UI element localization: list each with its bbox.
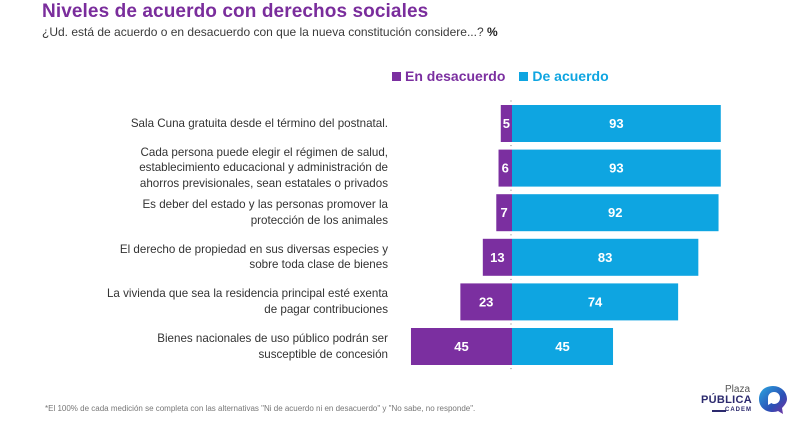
category-label-line: La vivienda que sea la residencia princi… (106, 287, 388, 301)
data-label-agree: 45 (555, 339, 569, 354)
bar-disagree (482, 238, 512, 276)
legend-item-disagree: En desacuerdo (392, 68, 505, 84)
legend-label-agree: De acuerdo (532, 68, 609, 84)
category-label-line: protección de los animales (250, 213, 388, 227)
logo-text-cadem: CADEM (725, 407, 752, 413)
legend-label-disagree: En desacuerdo (405, 68, 506, 84)
category-label-line: susceptible de concesión (258, 347, 388, 361)
category-label: Bienes nacionales de uso público podrán … (28, 331, 388, 362)
logo-underline (712, 410, 726, 412)
logo-bubble-icon (759, 386, 787, 414)
bar-disagree (496, 194, 512, 232)
legend-item-agree: De acuerdo (519, 68, 609, 84)
bar-agree (512, 105, 721, 142)
bar-agree (512, 328, 614, 365)
category-label-line: establecimiento educacional y administra… (139, 161, 388, 175)
data-label-agree: 83 (598, 250, 612, 265)
data-label-agree: 74 (588, 294, 603, 309)
chart-subtitle: ¿Ud. está de acuerdo o en desacuerdo con… (42, 25, 498, 39)
category-label: La vivienda que sea la residencia princi… (28, 286, 388, 317)
bar-agree (512, 194, 719, 232)
logo-text-plaza: Plaza (724, 384, 750, 395)
plaza-publica-cadem-logo: Plaza PÚBLICA CADEM (701, 383, 792, 419)
bar-disagree (500, 105, 512, 142)
bar-agree (512, 283, 679, 321)
category-label-line: Es deber del estado y las personas promo… (142, 198, 388, 212)
category-label-line: Sala Cuna gratuita desde el término del … (130, 116, 388, 130)
category-label: El derecho de propiedad en sus diversas … (28, 242, 388, 273)
legend: En desacuerdo De acuerdo (392, 68, 609, 84)
legend-swatch-agree (519, 71, 529, 81)
logo-text-publica: PÚBLICA (701, 394, 752, 406)
chart-title: Niveles de acuerdo con derechos sociales (42, 1, 429, 22)
data-label-disagree: 5 (503, 116, 510, 131)
category-label-line: El derecho de propiedad en sus diversas … (119, 242, 388, 256)
bar-agree (512, 149, 721, 187)
unit-label: % (486, 25, 498, 39)
bar-disagree (410, 328, 512, 365)
category-label-line: sobre toda clase de bienes (249, 258, 388, 272)
data-label-disagree: 45 (454, 339, 468, 354)
legend-swatch-disagree (392, 71, 401, 81)
category-label: Es deber del estado y las personas promo… (28, 197, 388, 228)
data-label-disagree: 6 (502, 161, 509, 176)
bar-disagree (498, 149, 512, 187)
category-label-line: ahorros previsionales, sean estatales o … (139, 176, 388, 190)
subtitle-text: ¿Ud. está de acuerdo o en desacuerdo con… (42, 25, 484, 39)
category-label-line: Cada persona puede elegir el régimen de … (140, 145, 389, 159)
category-label-line: Bienes nacionales de uso público podrán … (157, 332, 388, 345)
data-label-disagree: 13 (490, 250, 504, 265)
data-label-agree: 92 (608, 205, 622, 220)
category-label: Cada persona puede elegir el régimen de … (28, 145, 388, 192)
data-label-disagree: 7 (501, 205, 508, 220)
data-label-disagree: 23 (479, 294, 493, 309)
category-label-line: de pagar contribuciones (264, 302, 388, 316)
data-label-agree: 93 (609, 161, 623, 176)
category-label: Sala Cuna gratuita desde el término del … (28, 116, 388, 132)
bar-agree (512, 238, 699, 276)
bar-disagree (460, 283, 512, 321)
data-label-agree: 93 (609, 116, 623, 131)
footnote: *El 100% de cada medición se completa co… (45, 404, 476, 413)
